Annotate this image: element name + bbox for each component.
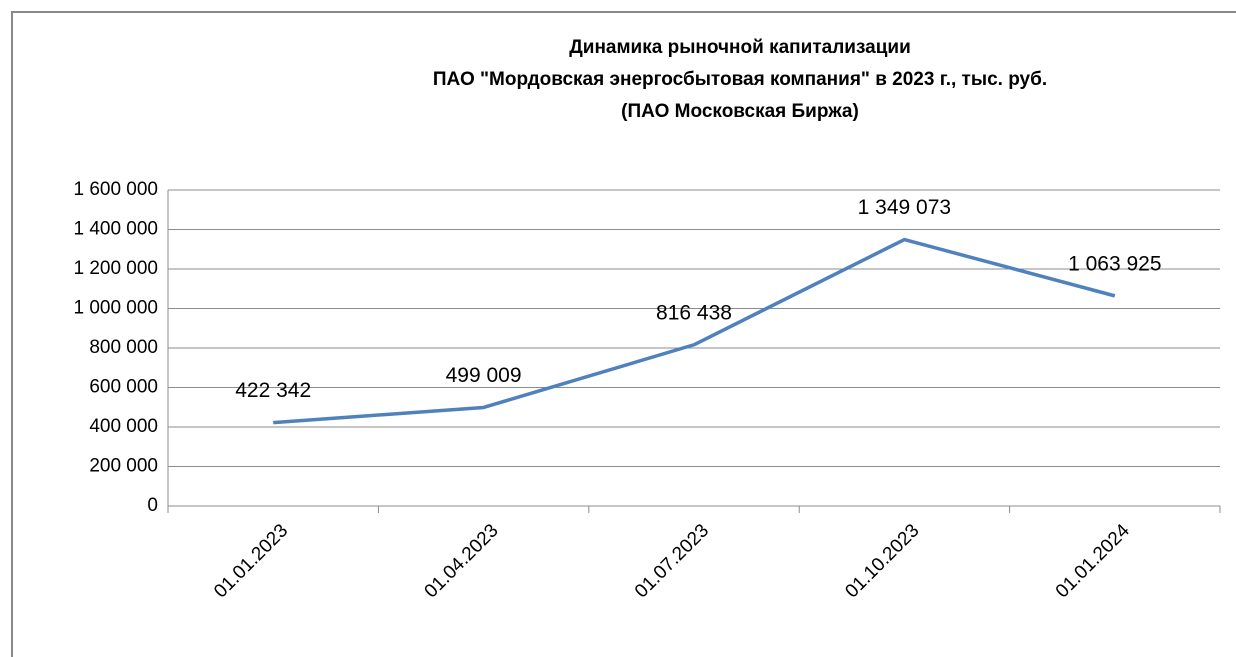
data-label: 422 342 (235, 379, 311, 402)
data-label: 499 009 (446, 364, 522, 387)
data-label: 816 438 (656, 301, 732, 324)
y-tick-label: 1 400 000 (73, 219, 158, 240)
x-tick-label: 01.01.2024 (1052, 520, 1134, 602)
y-tick-label: 200 000 (89, 456, 158, 477)
y-tick-label: 1 000 000 (73, 298, 158, 319)
chart-title: ПАО "Мордовская энергосбытовая компания"… (433, 69, 1047, 90)
x-tick-label: 01.07.2023 (631, 520, 713, 602)
series-line (273, 237, 1116, 425)
chart-title: Динамика рыночной капитализации (569, 37, 911, 58)
y-tick-label: 1 200 000 (73, 258, 158, 279)
y-tick-label: 800 000 (89, 337, 158, 358)
y-tick-label: 400 000 (89, 416, 158, 437)
data-label: 1 063 925 (1068, 252, 1161, 275)
x-tick-label: 01.10.2023 (841, 520, 923, 602)
y-tick-label: 1 600 000 (73, 179, 158, 200)
data-label: 1 349 073 (858, 196, 951, 219)
x-tick-label: 01.01.2023 (210, 520, 292, 602)
x-tick-label: 01.04.2023 (421, 520, 503, 602)
chart-frame (11, 11, 1236, 657)
y-tick-label: 600 000 (89, 377, 158, 398)
chart-title: (ПАО Московская Биржа) (621, 101, 859, 122)
y-tick-label: 0 (147, 495, 158, 516)
